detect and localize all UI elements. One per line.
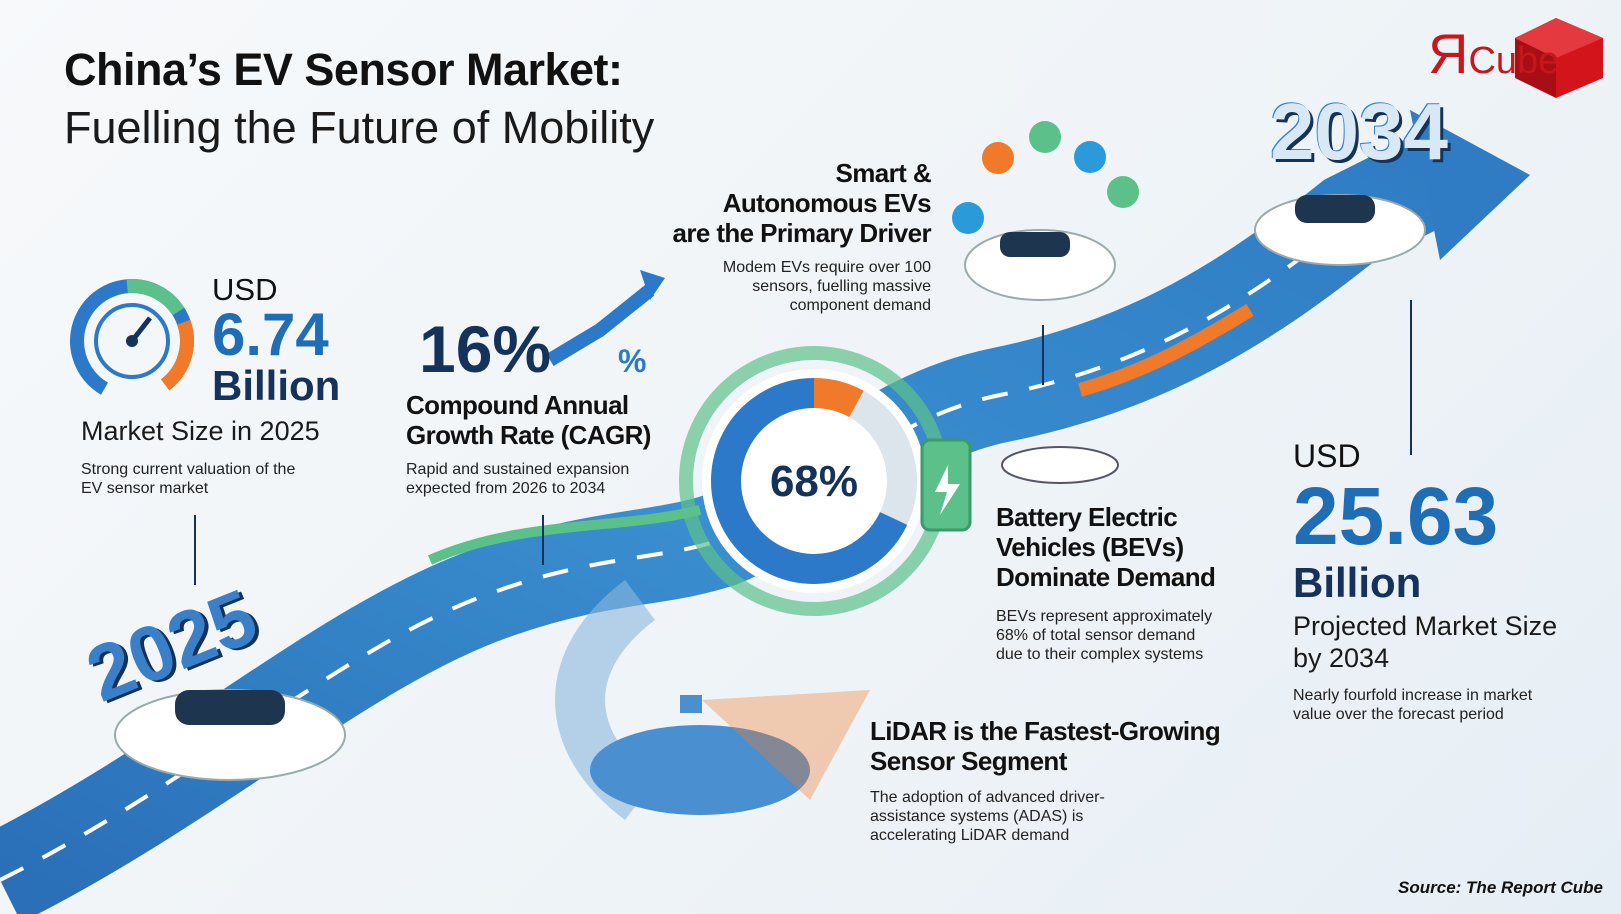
- market-2034-label-line1: Projected Market Size: [1293, 611, 1558, 641]
- market-2025-description: Strong current valuation of the EV senso…: [81, 461, 296, 497]
- currency-2025: USD: [212, 272, 278, 307]
- value-2034: 25.63: [1293, 471, 1499, 562]
- car-2034-icon: [1254, 194, 1426, 266]
- smart-evs-description: Modem EVs require over 100 sensors, fuel…: [722, 259, 931, 314]
- source-note: Source: The Report Cube: [1398, 878, 1603, 897]
- arrow-head: [1410, 110, 1530, 260]
- year-2034: 2034: [1270, 87, 1448, 176]
- bev-heading: Battery Electric Vehicles (BEVs) Dominat…: [996, 502, 1216, 592]
- market-2025: USD 6.74 Billion: [212, 274, 340, 407]
- logo-cube-icon: [1515, 18, 1603, 98]
- value-2025: 6.74: [212, 301, 329, 368]
- bev-description: BEVs represent approximately 68% of tota…: [996, 608, 1213, 663]
- smart-evs-heading: Smart & Autonomous EVs are the Primary D…: [672, 158, 931, 248]
- market-2034-label-line2: by 2034: [1293, 643, 1390, 673]
- cagr-label-line2: Growth Rate (CAGR): [406, 420, 651, 450]
- logo: ЯCube: [1428, 26, 1559, 82]
- lidar-line2: Sensor Segment: [870, 746, 1067, 776]
- sensor-icons: [952, 121, 1139, 234]
- market-2034-label: Projected Market Size by 2034: [1293, 610, 1557, 674]
- page-title: China’s EV Sensor Market: Fuelling the F…: [64, 44, 654, 154]
- donut-other-share: [711, 378, 917, 584]
- market-2025-label: Market Size in 2025: [81, 416, 320, 446]
- bev-share-value: 68%: [769, 457, 859, 506]
- title-line1: China’s EV Sensor Market:: [64, 44, 623, 95]
- smart-evs-line1: Smart &: [835, 158, 932, 188]
- donut-bev-share: [711, 378, 917, 584]
- orange-stripe: [1078, 303, 1254, 397]
- car-lidar-icon: [590, 690, 870, 815]
- car-smart-icon: [964, 229, 1116, 301]
- car-2025-icon: [114, 689, 346, 781]
- road-edge-green: [427, 505, 702, 565]
- title-line2: Fuelling the Future of Mobility: [64, 102, 655, 153]
- lidar-line1: LiDAR is the Fastest-Growing: [870, 716, 1221, 746]
- currency-2034: USD: [1293, 438, 1361, 474]
- car-bev-icon: [1001, 446, 1119, 484]
- bev-line1: Battery Electric: [996, 502, 1178, 532]
- unit-2025: Billion: [212, 362, 341, 409]
- smart-evs-line3: are the Primary Driver: [672, 218, 931, 248]
- growth-arrow-icon: [546, 284, 655, 367]
- bev-line2: Vehicles (BEVs): [996, 532, 1184, 562]
- cagr-label-line1: Compound Annual: [406, 390, 629, 420]
- cagr-description: Rapid and sustained expansion expected f…: [406, 461, 630, 497]
- lidar-heading: LiDAR is the Fastest-Growing Sensor Segm…: [870, 716, 1221, 776]
- logo-r: Я: [1428, 22, 1469, 85]
- smart-evs-line2: Autonomous EVs: [722, 188, 932, 218]
- logo-text: Cube: [1468, 40, 1560, 82]
- lidar-description: The adoption of advanced driver-assistan…: [870, 789, 1105, 844]
- cagr-value: 16%: [419, 312, 552, 386]
- market-2034-description: Nearly fourfold increase in market value…: [1293, 687, 1533, 723]
- cagr-percent-symbol: %: [618, 343, 647, 379]
- market-2034: USD 25.63 Billion: [1293, 440, 1498, 604]
- unit-2034: Billion: [1293, 559, 1422, 606]
- bev-line3: Dominate Demand: [996, 562, 1216, 592]
- cagr-label: Compound Annual Growth Rate (CAGR): [406, 390, 651, 450]
